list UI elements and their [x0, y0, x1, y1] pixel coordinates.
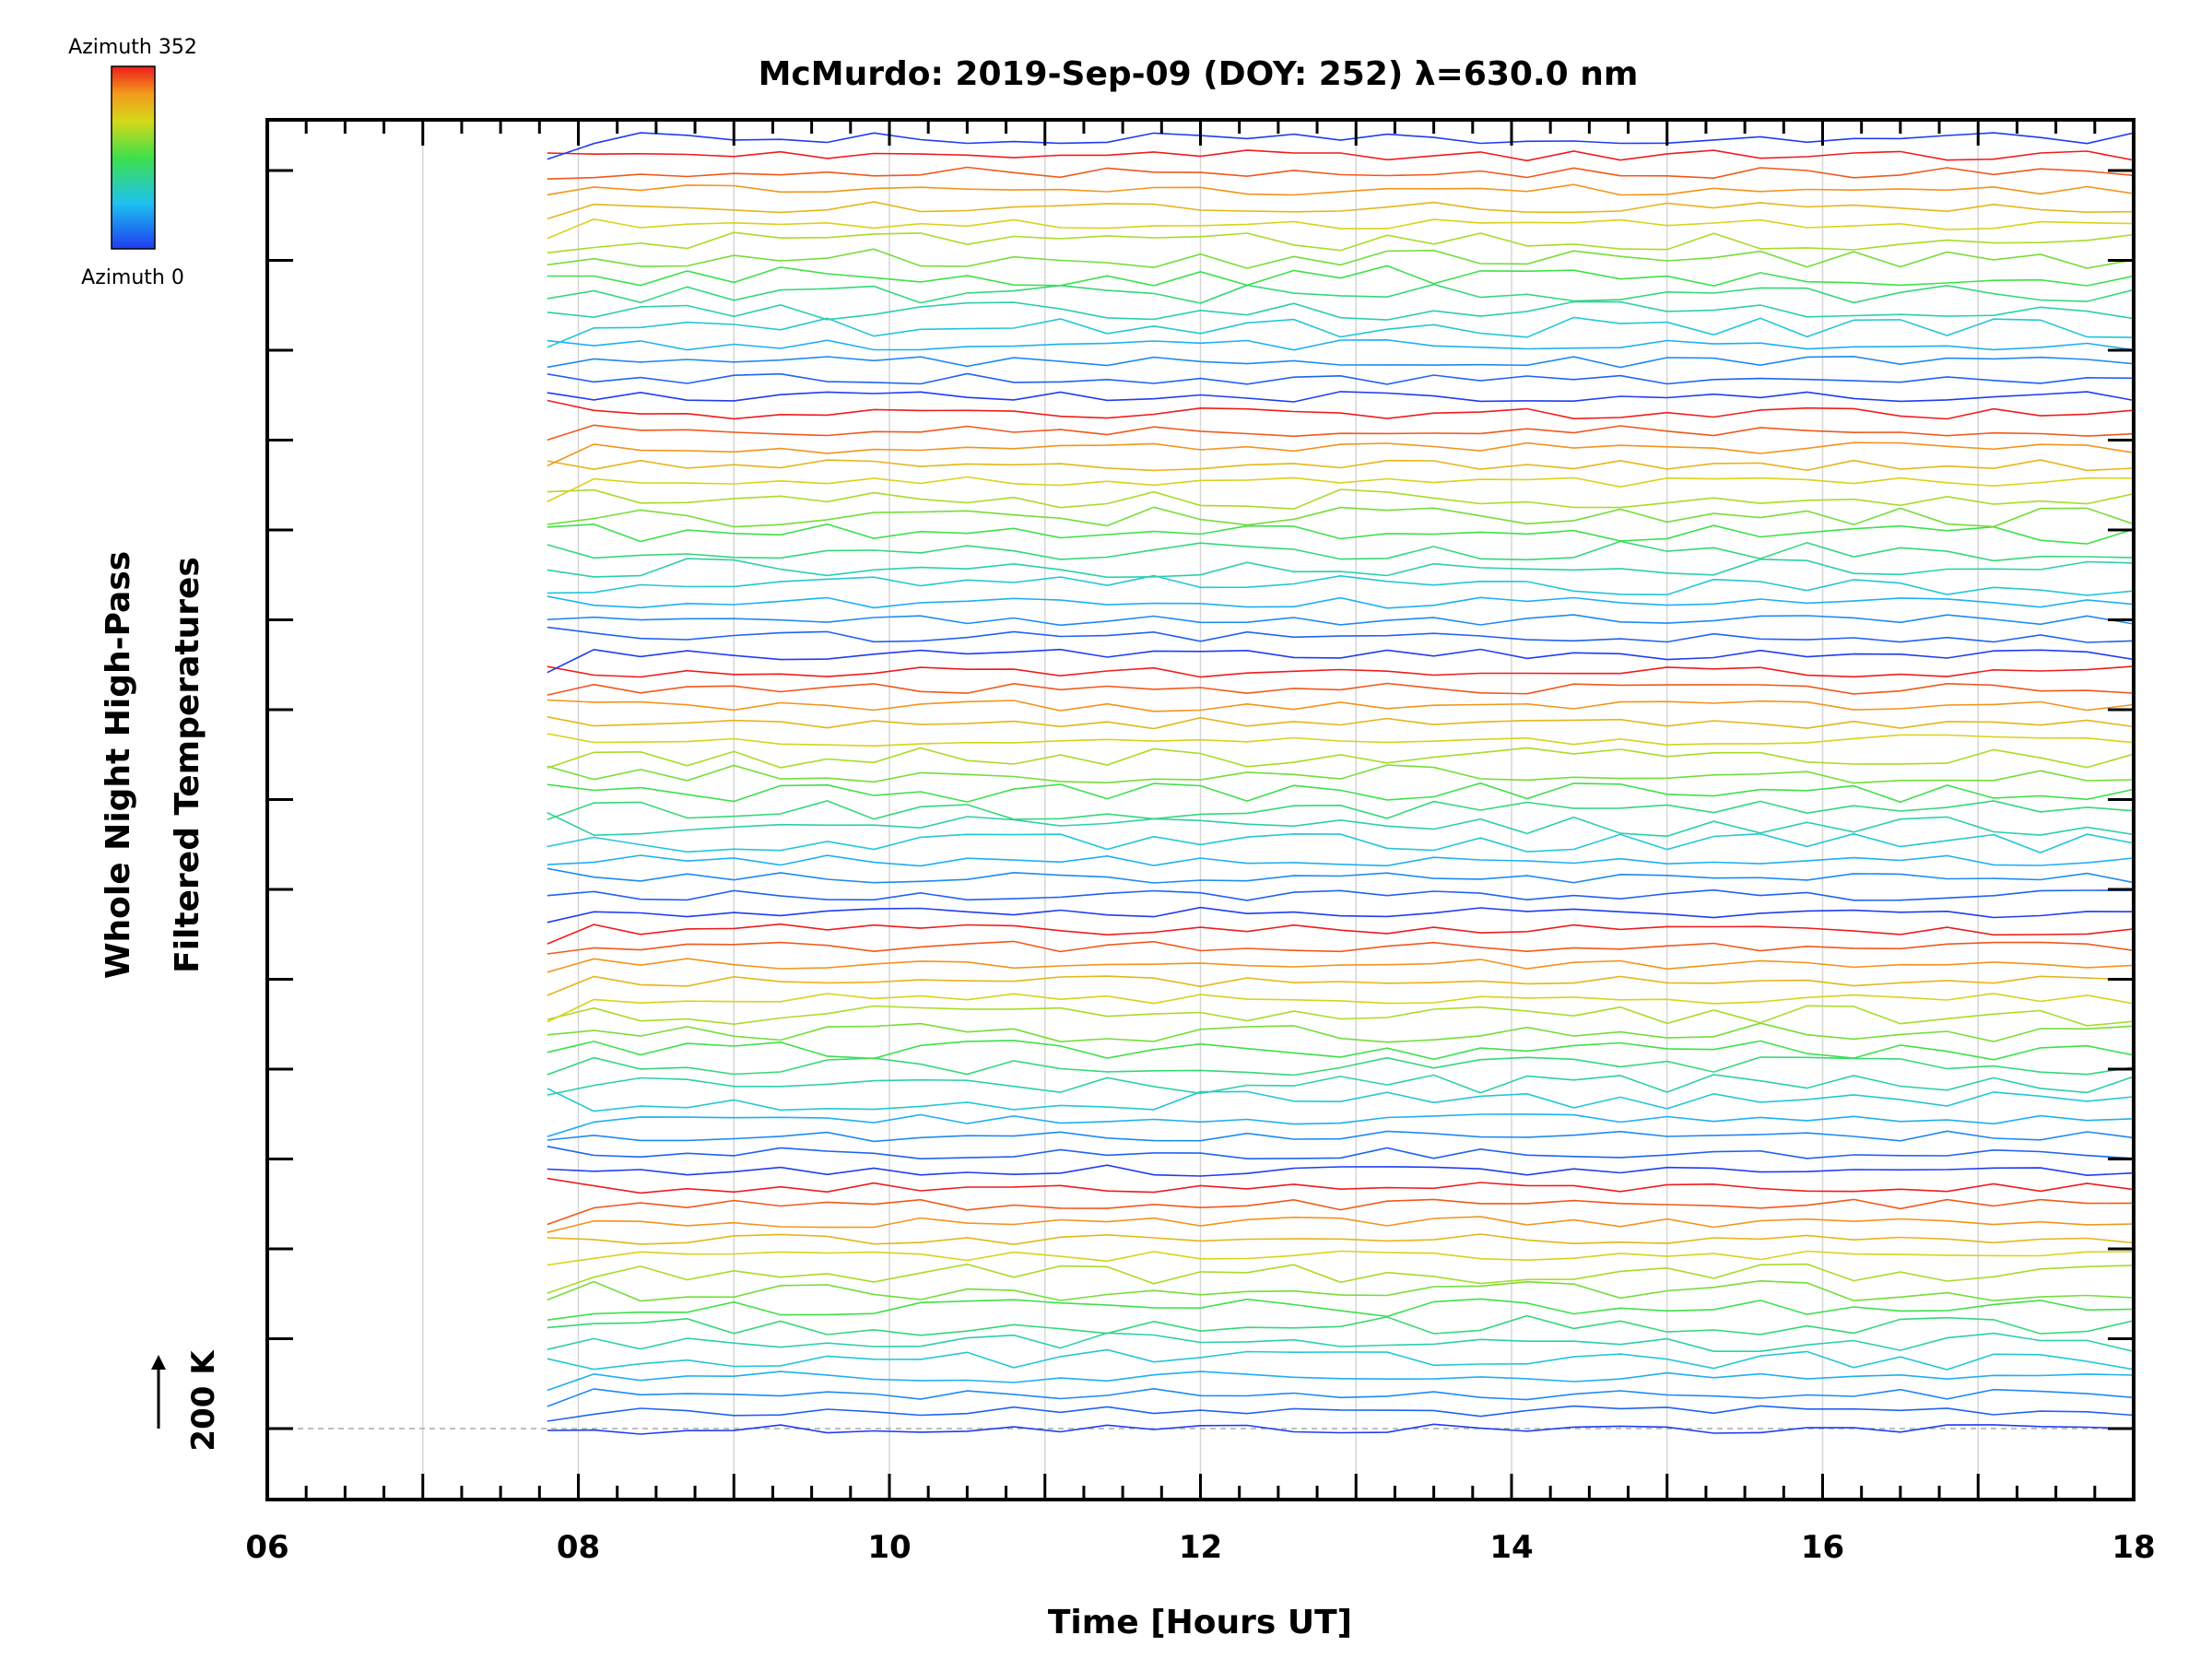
series-line-10: [547, 1250, 2134, 1266]
series-line-13: [547, 1198, 2134, 1226]
series-group: [547, 132, 2134, 1435]
series-line-9: [547, 1263, 2134, 1294]
series-line-7: [547, 1298, 2134, 1321]
x-tick-label-3: 12: [1179, 1529, 1222, 1566]
series-line-59: [547, 399, 2134, 420]
series-line-21: [547, 1056, 2134, 1077]
series-line-47: [547, 614, 2134, 627]
colorbar-gradient: [111, 65, 156, 250]
reference-label: 200 K: [185, 1349, 222, 1452]
series-line-68: [547, 248, 2134, 269]
series-line-58: [547, 424, 2134, 441]
series-line-48: [547, 595, 2134, 609]
series-line-15: [547, 1164, 2134, 1177]
series-line-52: [547, 523, 2134, 545]
series-line-16: [547, 1146, 2134, 1160]
colorbar: Azimuth 352 Azimuth 0: [68, 36, 197, 289]
series-line-44: [547, 665, 2134, 678]
series-line-5: [547, 1332, 2134, 1353]
x-tick-label-1: 08: [557, 1529, 600, 1566]
series-line-46: [547, 626, 2134, 643]
series-line-49: [547, 574, 2134, 596]
series-line-61: [547, 372, 2134, 385]
series-line-1: [547, 1405, 2134, 1422]
reference-marker: 200 K: [151, 1349, 222, 1452]
series-line-42: [547, 699, 2134, 712]
series-line-20: [547, 1074, 2134, 1096]
series-line-39: [547, 747, 2134, 769]
series-line-31: [547, 888, 2134, 901]
x-axis-label: Time [Hours UT]: [1048, 1604, 1352, 1641]
series-line-34: [547, 832, 2134, 853]
series-line-55: [547, 476, 2134, 503]
series-line-75: [547, 132, 2134, 160]
colorbar-bottom-label: Azimuth 0: [81, 266, 184, 289]
series-line-14: [547, 1177, 2134, 1194]
series-line-40: [547, 733, 2134, 747]
series-line-43: [547, 682, 2134, 696]
series-line-62: [547, 355, 2134, 369]
colorbar-top-label: Azimuth 352: [68, 36, 197, 59]
series-line-24: [547, 1005, 2134, 1027]
series-line-2: [547, 1387, 2134, 1407]
series-line-67: [547, 265, 2134, 288]
series-line-74: [547, 149, 2134, 162]
y-label-line2: Filtered Temperatures: [169, 557, 206, 973]
series-line-57: [547, 441, 2134, 467]
reference-arrow-head: [151, 1355, 166, 1370]
x-tick-label-4: 14: [1489, 1529, 1533, 1566]
x-tick-label-2: 10: [867, 1529, 911, 1566]
y-label-line1: Whole Night High-Pass: [100, 551, 137, 979]
series-line-6: [547, 1314, 2134, 1336]
series-line-36: [547, 800, 2134, 821]
x-tick-label-0: 06: [245, 1529, 288, 1566]
series-line-50: [547, 558, 2134, 579]
series-line-45: [547, 648, 2134, 674]
y-axis-label: Whole Night High-Pass Filtered Temperatu…: [100, 551, 206, 979]
series-line-71: [547, 201, 2134, 220]
chart-title: McMurdo: 2019-Sep-09 (DOY: 252) λ=630.0 …: [759, 55, 1639, 93]
series-line-19: [547, 1088, 2134, 1112]
x-tick-label-5: 16: [1801, 1529, 1844, 1566]
series-line-27: [547, 958, 2134, 973]
series-line-56: [547, 459, 2134, 472]
series-line-28: [547, 940, 2134, 955]
series-line-73: [547, 166, 2134, 180]
series-line-26: [547, 975, 2134, 996]
series-line-32: [547, 867, 2134, 884]
series-line-30: [547, 906, 2134, 924]
series-line-18: [547, 1113, 2134, 1137]
series-line-8: [547, 1279, 2134, 1302]
series-line-38: [547, 764, 2134, 784]
series-line-63: [547, 338, 2134, 351]
series-line-70: [547, 218, 2134, 240]
series-line-35: [547, 811, 2134, 838]
series-line-11: [547, 1233, 2134, 1246]
series-line-22: [547, 1040, 2134, 1061]
series-line-37: [547, 782, 2134, 804]
series-line-3: [547, 1371, 2134, 1392]
series-line-60: [547, 391, 2134, 403]
series-line-69: [547, 231, 2134, 254]
series-line-64: [547, 316, 2134, 348]
series-line-33: [547, 854, 2134, 867]
series-line-41: [547, 716, 2134, 730]
series-line-12: [547, 1216, 2134, 1233]
grid-lines: [422, 120, 1979, 1500]
series-line-65: [547, 300, 2134, 321]
axes: 06 08 10 12 14 16 18: [245, 118, 2156, 1566]
series-line-17: [547, 1130, 2134, 1143]
series-line-23: [547, 1022, 2134, 1043]
series-line-0: [547, 1423, 2134, 1435]
series-line-29: [547, 923, 2134, 945]
series-line-4: [547, 1348, 2134, 1371]
series-line-51: [547, 540, 2134, 562]
x-tick-label-6: 18: [2112, 1529, 2155, 1566]
series-line-72: [547, 183, 2134, 196]
series-line-53: [547, 506, 2134, 528]
series-line-25: [547, 993, 2134, 1023]
series-line-54: [547, 488, 2134, 510]
series-line-66: [547, 283, 2134, 304]
